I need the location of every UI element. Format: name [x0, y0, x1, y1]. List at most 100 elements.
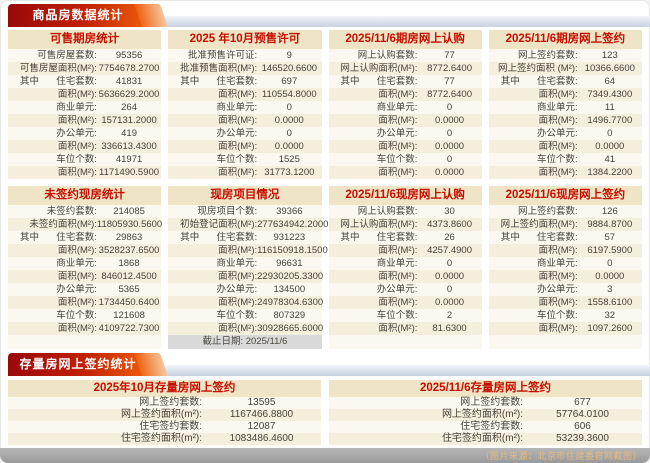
- table-row: 面积(M²): 110554.8000: [168, 88, 322, 101]
- row-label: 面积(M²):: [218, 89, 258, 100]
- table-row: 面积(M²): 336613.4300: [8, 140, 162, 153]
- row-label: 面积(M²):: [218, 115, 258, 126]
- row-label: 面积(M²):: [378, 141, 418, 152]
- panel-title: 2025/11/6期房网上签约: [488, 30, 642, 49]
- row-label: 网上签约面积(M²):: [500, 219, 578, 230]
- panel-title: 2025年10月存量房网上签约: [8, 380, 321, 397]
- row-label: 办公单元:: [56, 284, 97, 295]
- table-row: 面积(M²): 0.0000: [488, 140, 642, 153]
- row-label: 住宅套数:: [536, 76, 578, 87]
- row-label: 面积(M²):: [218, 141, 258, 152]
- source-caption: （图片来源：北京市住建委官网截图）: [480, 451, 642, 461]
- row-value: 53239.3600: [556, 433, 609, 444]
- row-value: 0: [446, 128, 453, 139]
- table-row: 面积(M²): 1097.2600: [488, 322, 642, 335]
- table-row: 面积(M²): 1558.6100: [488, 296, 642, 309]
- row-value: 0.0000: [274, 115, 304, 126]
- row-label: 可售房屋套数:: [37, 50, 97, 61]
- table-row: 办公单元: 0: [168, 127, 322, 140]
- row-label: 面积(M²):: [378, 89, 418, 100]
- row-value: 32: [604, 310, 616, 321]
- row-value: 846012.4500: [101, 271, 157, 282]
- row-value: 64: [604, 76, 616, 87]
- row-value: 41: [604, 154, 616, 165]
- row-value: 157131.2000: [101, 115, 157, 126]
- row-label: 面积(M²):: [538, 297, 578, 308]
- row-value: 4109722.7300: [98, 323, 160, 334]
- row-label: 网上签约套数:: [517, 206, 578, 217]
- row-label: 面积(M²):: [378, 167, 418, 178]
- table-row: 商业单元: 11: [488, 101, 642, 114]
- panel-title: 2025/11/6期房网上认购: [328, 30, 482, 49]
- row-value: 39366: [276, 206, 303, 217]
- row-label: 批准预售许可证:: [187, 50, 258, 61]
- row-label: 办公单元:: [216, 128, 258, 139]
- row-value: 41971: [115, 154, 143, 165]
- table-row: 面积(M²): 846012.4500: [8, 270, 162, 283]
- row-label: 车位个数:: [216, 310, 258, 321]
- row-label: 网上签约套数:: [517, 50, 578, 61]
- row-label: 面积(M²):: [218, 323, 258, 334]
- row-prefix: 其中: [500, 232, 520, 243]
- table-row: 车位个数: 0: [328, 153, 482, 166]
- row-prefix: 其中: [340, 76, 360, 87]
- row-label: 办公单元:: [56, 128, 97, 139]
- table-row: 商业单元: 0: [168, 101, 322, 114]
- row-value: 5636629.2000: [98, 89, 160, 100]
- row-value: 677: [574, 397, 591, 408]
- row-value: 10366.6600: [584, 63, 635, 74]
- row-label: 面积(M²):: [57, 89, 97, 100]
- section-title-commercial: 商品房数据统计: [32, 8, 124, 22]
- panel-title: 现房项目情况: [168, 186, 322, 205]
- stat-panel: 2025/11/6期房网上认购 网上认购套数: 77 网上认购面积(M²): 8772.…: [328, 30, 482, 179]
- stock-panel: 2025/11/6存量房网上签约 网上签约套数: 677 网上签约面积(m²): 577…: [329, 380, 642, 445]
- row-value: 0.0000: [435, 115, 465, 126]
- row-value: 13595: [247, 397, 276, 408]
- row-value: 57: [604, 232, 616, 243]
- row-value: 1525: [278, 154, 300, 165]
- row-label: 住宅套数:: [216, 76, 258, 87]
- table-row: 车位个数: 32: [488, 309, 642, 322]
- table-row: 批准预售面积(M²): 146520.6600: [168, 62, 322, 75]
- table-row: 面积(M²): 6197.5900: [488, 244, 642, 257]
- stat-panel: 2025 年10月预售许可 批准预售许可证: 9 批准预售面积(M²): 146520.…: [168, 30, 322, 179]
- row-label: 车位个数:: [216, 154, 258, 165]
- row-value: 0: [446, 258, 453, 269]
- row-prefix: 其中: [340, 232, 360, 243]
- table-row: 现房项目个数: 39366: [168, 205, 322, 218]
- row-label: 网上签约套数:: [139, 397, 203, 408]
- row-label: 办公单元:: [376, 284, 418, 295]
- row-value: 0.0000: [595, 141, 625, 152]
- table-row: 面积(M²): 0.0000: [328, 140, 482, 153]
- panel-title: 可售期房统计: [8, 30, 162, 49]
- row-label: 商业单元:: [536, 258, 578, 269]
- row-label: 网上认购面积(M²):: [340, 63, 418, 74]
- table-row: 面积(M²): 0.0000: [328, 114, 482, 127]
- table-row: 商业单元: 264: [8, 101, 162, 114]
- row-value: 0.0000: [435, 271, 465, 282]
- row-label: 车位个数:: [376, 154, 418, 165]
- row-value: 1384.2200: [587, 167, 633, 178]
- table-row: 未签约面积(M²): 11805930.5600: [8, 218, 162, 231]
- row-label: 现房项目个数:: [197, 206, 258, 217]
- table-row: 面积(M²): 7349.4300: [488, 88, 642, 101]
- table-row: 商业单元: 1868: [8, 257, 162, 270]
- table-row: 面积(M²): 24978304.6300: [168, 296, 323, 309]
- panel-grid-top: 可售期房统计 可售房屋套数: 95356 可售房屋面积(M²): 7754678.270…: [0, 30, 650, 179]
- row-label: 批准预售面积(M²):: [180, 63, 258, 74]
- row-label: 车位个数:: [536, 154, 578, 165]
- panel-title: 2025/11/6现房网上认购: [328, 186, 482, 205]
- panel-footer: 截止日期: 2025/11/6: [168, 335, 322, 349]
- table-row: 办公单元: 134500: [168, 283, 322, 296]
- row-prefix: 其中: [180, 76, 200, 87]
- section-title-stock: 存量房网上签约统计: [19, 357, 137, 371]
- row-value: 96631: [276, 258, 303, 269]
- row-label: 未签约套数:: [46, 206, 97, 217]
- row-label: 住宅签约面积(m²):: [441, 433, 524, 444]
- table-row: 商业单元: 96631: [168, 257, 322, 270]
- row-label: 面积(M²):: [57, 141, 97, 152]
- table-row: 车位个数: 1525: [168, 153, 322, 166]
- table-row: 其中 住宅套数: 64: [488, 75, 642, 88]
- row-value: 606: [574, 421, 591, 432]
